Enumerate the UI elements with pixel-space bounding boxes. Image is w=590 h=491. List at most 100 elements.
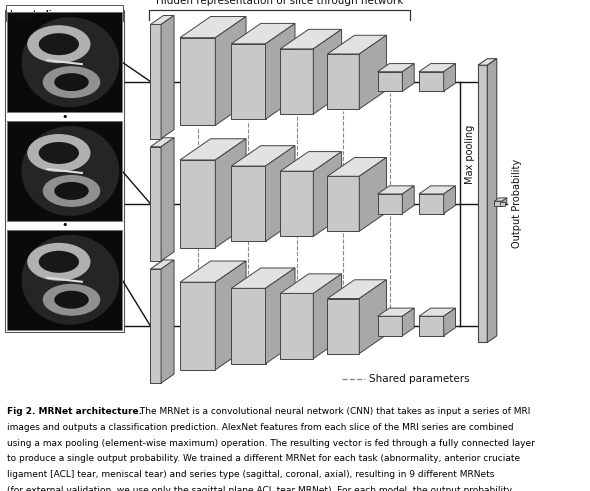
Polygon shape — [378, 72, 402, 91]
Text: images and outputs a classification prediction. AlexNet features from each slice: images and outputs a classification pred… — [7, 423, 514, 432]
Text: Max pooling: Max pooling — [465, 125, 475, 185]
Text: (for external validation, we use only the sagittal plane ACL tear MRNet). For ea: (for external validation, we use only th… — [7, 486, 512, 491]
Ellipse shape — [21, 126, 119, 216]
Polygon shape — [359, 35, 386, 109]
Bar — [7, 230, 122, 329]
Ellipse shape — [54, 291, 88, 309]
Polygon shape — [266, 24, 295, 119]
Polygon shape — [180, 261, 246, 282]
Polygon shape — [180, 282, 215, 370]
Polygon shape — [313, 274, 342, 358]
Polygon shape — [150, 269, 161, 383]
Text: •: • — [61, 220, 68, 230]
Polygon shape — [359, 158, 386, 231]
Polygon shape — [231, 166, 266, 242]
Bar — [5, 10, 124, 332]
Text: Fig 2. MRNet architecture.: Fig 2. MRNet architecture. — [7, 407, 142, 416]
Polygon shape — [280, 294, 313, 358]
Polygon shape — [419, 308, 455, 316]
Text: Input slices: Input slices — [10, 10, 70, 20]
Text: ligament [ACL] tear, meniscal tear) and series type (sagittal, coronal, axial), : ligament [ACL] tear, meniscal tear) and … — [7, 470, 494, 479]
Polygon shape — [231, 288, 266, 364]
Bar — [6, 5, 123, 21]
Polygon shape — [444, 308, 455, 336]
Polygon shape — [419, 186, 455, 194]
Ellipse shape — [42, 284, 100, 316]
Polygon shape — [402, 308, 414, 336]
Polygon shape — [327, 54, 359, 109]
Polygon shape — [327, 35, 386, 54]
Polygon shape — [180, 160, 215, 247]
Text: Input slices: Input slices — [10, 10, 70, 20]
Polygon shape — [266, 268, 295, 364]
Polygon shape — [231, 146, 295, 166]
Polygon shape — [231, 268, 295, 288]
Polygon shape — [180, 17, 246, 38]
Polygon shape — [444, 186, 455, 214]
Ellipse shape — [21, 17, 119, 107]
Bar — [7, 121, 122, 221]
Text: to produce a single output probability. We trained a different MRNet for each ta: to produce a single output probability. … — [7, 455, 520, 464]
Ellipse shape — [27, 25, 90, 63]
Ellipse shape — [54, 182, 88, 200]
Polygon shape — [502, 198, 507, 206]
Polygon shape — [215, 139, 246, 247]
Polygon shape — [402, 63, 414, 91]
Polygon shape — [231, 44, 266, 119]
Polygon shape — [419, 316, 444, 336]
Polygon shape — [487, 59, 497, 342]
Polygon shape — [402, 186, 414, 214]
Polygon shape — [280, 171, 313, 236]
Text: Hidden representation of slice through network: Hidden representation of slice through n… — [156, 0, 404, 6]
Polygon shape — [378, 308, 414, 316]
Polygon shape — [231, 24, 295, 44]
Text: Fig 2. MRNet architecture. The MRNet is a convolutional neural network (CNN) tha: Fig 2. MRNet architecture. The MRNet is … — [0, 490, 1, 491]
Polygon shape — [378, 316, 402, 336]
Polygon shape — [419, 63, 455, 72]
Text: Output Probability: Output Probability — [512, 159, 522, 248]
Text: •: • — [61, 111, 68, 122]
Polygon shape — [478, 65, 487, 342]
Text: The MRNet is a convolutional neural network (CNN) that takes as input a series o: The MRNet is a convolutional neural netw… — [137, 407, 530, 416]
Polygon shape — [378, 194, 402, 214]
Text: Shared parameters: Shared parameters — [369, 374, 470, 384]
Polygon shape — [327, 280, 386, 299]
Polygon shape — [327, 299, 359, 354]
Bar — [7, 121, 122, 221]
Polygon shape — [478, 59, 497, 65]
Text: using a max pooling (element-wise maximum) operation. The resulting vector is fe: using a max pooling (element-wise maximu… — [7, 438, 535, 448]
Polygon shape — [327, 176, 359, 231]
Ellipse shape — [39, 251, 79, 273]
Polygon shape — [313, 152, 342, 236]
Ellipse shape — [39, 142, 79, 164]
Bar — [500, 202, 505, 206]
Bar — [7, 230, 122, 329]
Polygon shape — [150, 147, 161, 261]
Polygon shape — [215, 261, 246, 370]
Ellipse shape — [21, 235, 119, 325]
Polygon shape — [494, 198, 507, 201]
Polygon shape — [444, 63, 455, 91]
Ellipse shape — [54, 73, 88, 91]
Ellipse shape — [27, 243, 90, 281]
Polygon shape — [161, 138, 174, 261]
Polygon shape — [150, 25, 161, 138]
Polygon shape — [280, 152, 342, 171]
Ellipse shape — [42, 66, 100, 98]
Polygon shape — [266, 146, 295, 242]
Polygon shape — [180, 38, 215, 125]
Polygon shape — [280, 274, 342, 294]
Polygon shape — [280, 29, 342, 49]
Ellipse shape — [39, 33, 79, 55]
Polygon shape — [313, 29, 342, 114]
Polygon shape — [215, 17, 246, 125]
Polygon shape — [150, 138, 174, 147]
Polygon shape — [419, 72, 444, 91]
Polygon shape — [494, 201, 502, 206]
Polygon shape — [280, 49, 313, 114]
Polygon shape — [378, 186, 414, 194]
Bar — [7, 12, 122, 112]
Polygon shape — [150, 260, 174, 269]
Polygon shape — [359, 280, 386, 354]
Polygon shape — [161, 260, 174, 383]
